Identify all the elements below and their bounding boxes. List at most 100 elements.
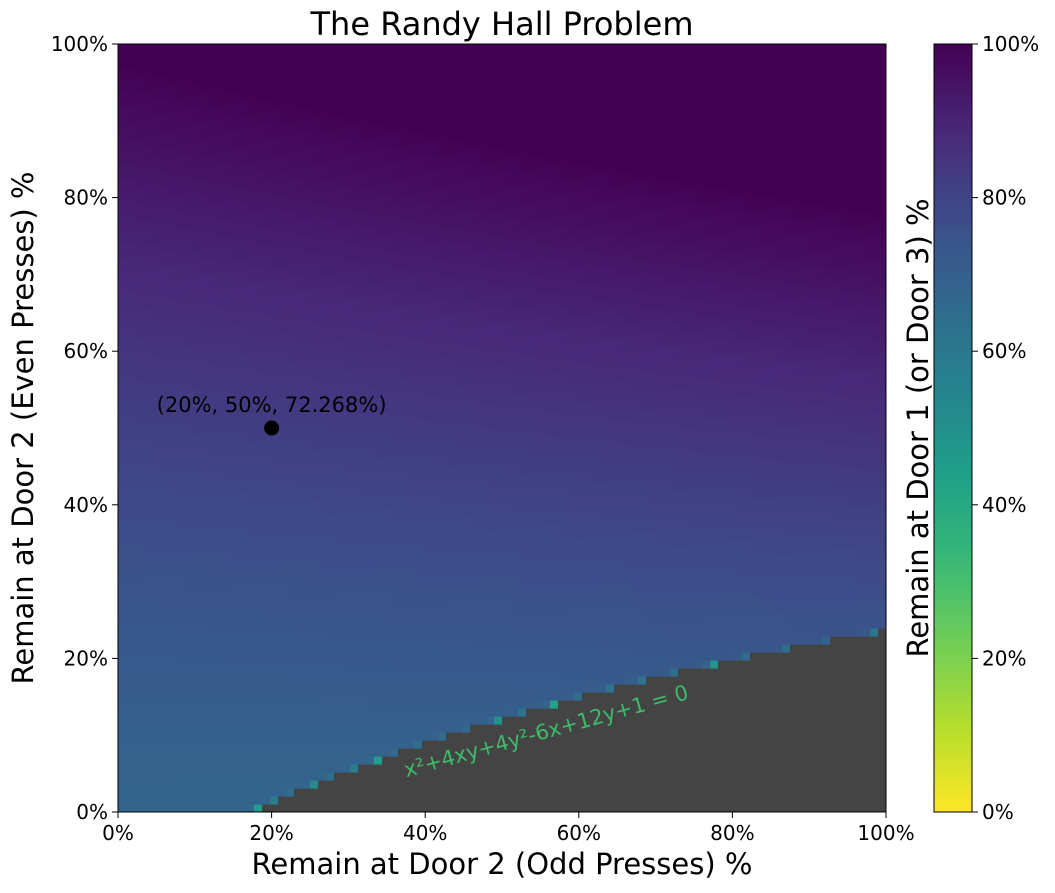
heatmap-cell: [462, 596, 471, 605]
heatmap-cell: [342, 668, 351, 677]
heatmap-cell: [406, 588, 415, 597]
heatmap-cell: [286, 300, 295, 309]
heatmap-cell: [126, 596, 135, 605]
heatmap-cell: [470, 676, 479, 685]
heatmap-cell: [502, 172, 511, 181]
heatmap-cell: [398, 540, 407, 549]
heatmap-cell: [414, 596, 423, 605]
heatmap-cell: [406, 444, 415, 453]
heatmap-cell: [438, 604, 447, 613]
heatmap-cell: [142, 732, 151, 741]
heatmap-cell: [446, 492, 455, 501]
heatmap-cell: [230, 796, 239, 805]
heatmap-cell: [126, 164, 135, 173]
heatmap-cell: [230, 492, 239, 501]
heatmap-cell: [214, 292, 223, 301]
heatmap-cell: [382, 180, 391, 189]
heatmap-cell: [438, 436, 447, 445]
heatmap-cell: [510, 772, 519, 781]
heatmap-cell: [494, 540, 503, 549]
heatmap-cell: [486, 228, 495, 237]
heatmap-cell: [302, 92, 311, 101]
heatmap-cell: [158, 764, 167, 773]
heatmap-cell: [246, 564, 255, 573]
heatmap-cell: [166, 772, 175, 781]
heatmap-cell: [390, 596, 399, 605]
heatmap-cell: [222, 436, 231, 445]
heatmap-cell: [238, 492, 247, 501]
heatmap-cell: [494, 100, 503, 109]
heatmap-cell: [422, 636, 431, 645]
heatmap-cell: [438, 716, 447, 725]
heatmap-cell: [470, 716, 479, 725]
heatmap-cell: [214, 76, 223, 85]
heatmap-cell: [406, 284, 415, 293]
heatmap-cell: [358, 388, 367, 397]
heatmap-cell: [182, 132, 191, 141]
heatmap-cell: [142, 276, 151, 285]
heatmap-cell: [270, 684, 279, 693]
heatmap-cell: [150, 156, 159, 165]
heatmap-cell: [374, 44, 383, 53]
heatmap-cell: [230, 388, 239, 397]
heatmap-cell: [246, 404, 255, 413]
heatmap-cell: [174, 484, 183, 493]
heatmap-cell: [382, 220, 391, 229]
heatmap-cell: [206, 772, 215, 781]
heatmap-cell: [390, 220, 399, 229]
heatmap-cell: [422, 156, 431, 165]
heatmap-cell: [174, 676, 183, 685]
heatmap-cell: [470, 124, 479, 133]
heatmap-cell: [262, 140, 271, 149]
heatmap-cell: [438, 540, 447, 549]
heatmap-cell: [166, 276, 175, 285]
heatmap-cell: [446, 284, 455, 293]
heatmap-cell: [118, 436, 127, 445]
heatmap-cell: [462, 196, 471, 205]
heatmap-cell: [518, 164, 527, 173]
heatmap-cell: [374, 156, 383, 165]
heatmap-cell: [510, 84, 519, 93]
heatmap-cell: [182, 164, 191, 173]
heatmap-cell: [246, 108, 255, 117]
heatmap-cell: [198, 804, 207, 812]
heatmap-cell: [246, 92, 255, 101]
heatmap-cell: [166, 372, 175, 381]
heatmap-cell: [374, 684, 383, 693]
heatmap-cell: [262, 172, 271, 181]
heatmap-cell: [350, 356, 359, 365]
heatmap-cell: [254, 748, 263, 757]
heatmap-cell: [342, 44, 351, 53]
heatmap-cell: [422, 532, 431, 541]
heatmap-cell: [214, 452, 223, 461]
heatmap-cell: [478, 788, 487, 797]
heatmap-cell: [422, 308, 431, 317]
heatmap-cell: [382, 740, 391, 749]
heatmap-cell: [206, 132, 215, 141]
heatmap-cell: [470, 404, 479, 413]
heatmap-cell: [118, 84, 127, 93]
heatmap-cell: [230, 636, 239, 645]
heatmap-cell: [246, 68, 255, 77]
heatmap-cell: [398, 268, 407, 277]
heatmap-cell: [198, 404, 207, 413]
heatmap-cell: [462, 428, 471, 437]
heatmap-cell: [494, 236, 503, 245]
heatmap-cell: [254, 532, 263, 541]
heatmap-cell: [470, 332, 479, 341]
heatmap-cell: [166, 764, 175, 773]
heatmap-cell: [366, 748, 375, 757]
heatmap-cell: [278, 388, 287, 397]
heatmap-cell: [454, 708, 463, 717]
heatmap-cell: [118, 484, 127, 493]
heatmap-cell: [414, 444, 423, 453]
heatmap-cell: [326, 84, 335, 93]
heatmap-cell: [238, 300, 247, 309]
heatmap-cell: [294, 524, 303, 533]
heatmap-cell: [518, 172, 527, 181]
heatmap-cell: [254, 388, 263, 397]
heatmap-cell: [126, 572, 135, 581]
heatmap-cell: [294, 116, 303, 125]
heatmap-cell: [494, 348, 503, 357]
heatmap-cell: [254, 740, 263, 749]
